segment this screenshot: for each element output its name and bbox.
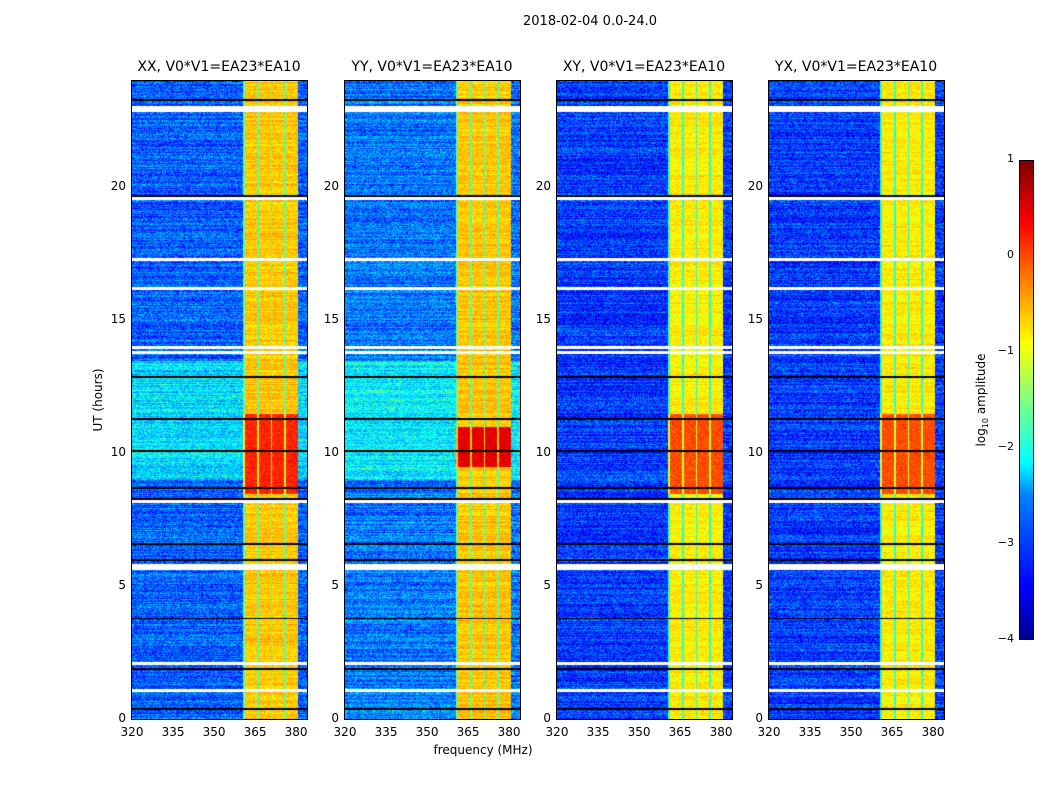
y-tick-label: 20 — [535, 179, 551, 194]
panel-title: YX, V0*V1=EA23*EA10 — [774, 59, 938, 75]
heatmap-image — [345, 81, 520, 719]
y-tick-label: 15 — [110, 312, 126, 327]
x-axis-label: frequency (MHz) — [433, 743, 533, 757]
y-tick-label: 15 — [323, 312, 339, 327]
x-tick-label: 335 — [798, 725, 822, 739]
x-tick-label: 380 — [709, 725, 733, 739]
spectrogram-panel — [556, 80, 733, 720]
y-tick-label: 0 — [118, 711, 126, 725]
y-tick-label: 20 — [110, 179, 126, 194]
colorbar-label: log10 amplitude — [974, 354, 990, 447]
colorbar-label-sub: 10 — [981, 417, 991, 429]
y-tick-label: 10 — [110, 445, 126, 460]
x-tick-label: 380 — [497, 725, 521, 739]
panel-title: YY, V0*V1=EA23*EA10 — [351, 59, 513, 75]
x-tick-label: 335 — [374, 725, 398, 739]
colorbar-tick-label: 1 — [1007, 152, 1014, 165]
colorbar-tick-label: −3 — [997, 536, 1014, 549]
x-tick-label: 320 — [757, 725, 781, 739]
colorbar-label-rest: amplitude — [973, 353, 988, 418]
y-tick-label: 10 — [535, 445, 551, 460]
x-tick-label: 320 — [333, 725, 357, 739]
x-tick-label: 350 — [415, 725, 439, 739]
x-tick-label: 320 — [545, 725, 569, 739]
heatmap-image — [769, 81, 944, 719]
x-tick-label: 350 — [627, 725, 651, 739]
x-tick-label: 365 — [456, 725, 480, 739]
x-tick-label: 380 — [284, 725, 308, 739]
y-tick-label: 0 — [755, 711, 763, 725]
x-tick-label: 350 — [202, 725, 226, 739]
spectrogram-panel — [344, 80, 521, 720]
y-tick-label: 10 — [323, 445, 339, 460]
colorbar-tick-label: 0 — [1007, 248, 1014, 261]
x-tick-label: 350 — [839, 725, 863, 739]
x-tick-label: 335 — [586, 725, 610, 739]
spectrogram-panel — [131, 80, 308, 720]
y-tick-label: 5 — [331, 578, 339, 593]
y-tick-label: 5 — [755, 578, 763, 593]
heatmap-image — [557, 81, 732, 719]
spectrogram-panel — [768, 80, 945, 720]
colorbar-tick-label: −2 — [997, 440, 1014, 453]
colorbar-label-base: log — [973, 428, 988, 447]
panel-title: XY, V0*V1=EA23*EA10 — [562, 59, 726, 75]
figure-title: 2018-02-04 0.0-24.0 — [523, 14, 657, 29]
panel-title: XX, V0*V1=EA23*EA10 — [137, 59, 301, 75]
x-tick-label: 365 — [243, 725, 267, 739]
colorbar-tick-label: −4 — [997, 632, 1014, 645]
heatmap-image — [132, 81, 307, 719]
y-tick-label: 20 — [323, 179, 339, 194]
y-tick-label: 0 — [331, 711, 339, 725]
x-tick-label: 380 — [921, 725, 945, 739]
x-tick-label: 320 — [120, 725, 144, 739]
y-tick-label: 15 — [747, 312, 763, 327]
y-axis-label: UT (hours) — [91, 368, 105, 432]
x-tick-label: 335 — [161, 725, 185, 739]
y-tick-label: 15 — [535, 312, 551, 327]
x-tick-label: 365 — [880, 725, 904, 739]
y-tick-label: 5 — [543, 578, 551, 593]
y-tick-label: 20 — [747, 179, 763, 194]
y-tick-label: 10 — [747, 445, 763, 460]
x-tick-label: 365 — [668, 725, 692, 739]
y-tick-label: 0 — [543, 711, 551, 725]
colorbar-tick-label: −1 — [997, 344, 1014, 357]
y-tick-label: 5 — [118, 578, 126, 593]
colorbar — [1019, 160, 1034, 640]
